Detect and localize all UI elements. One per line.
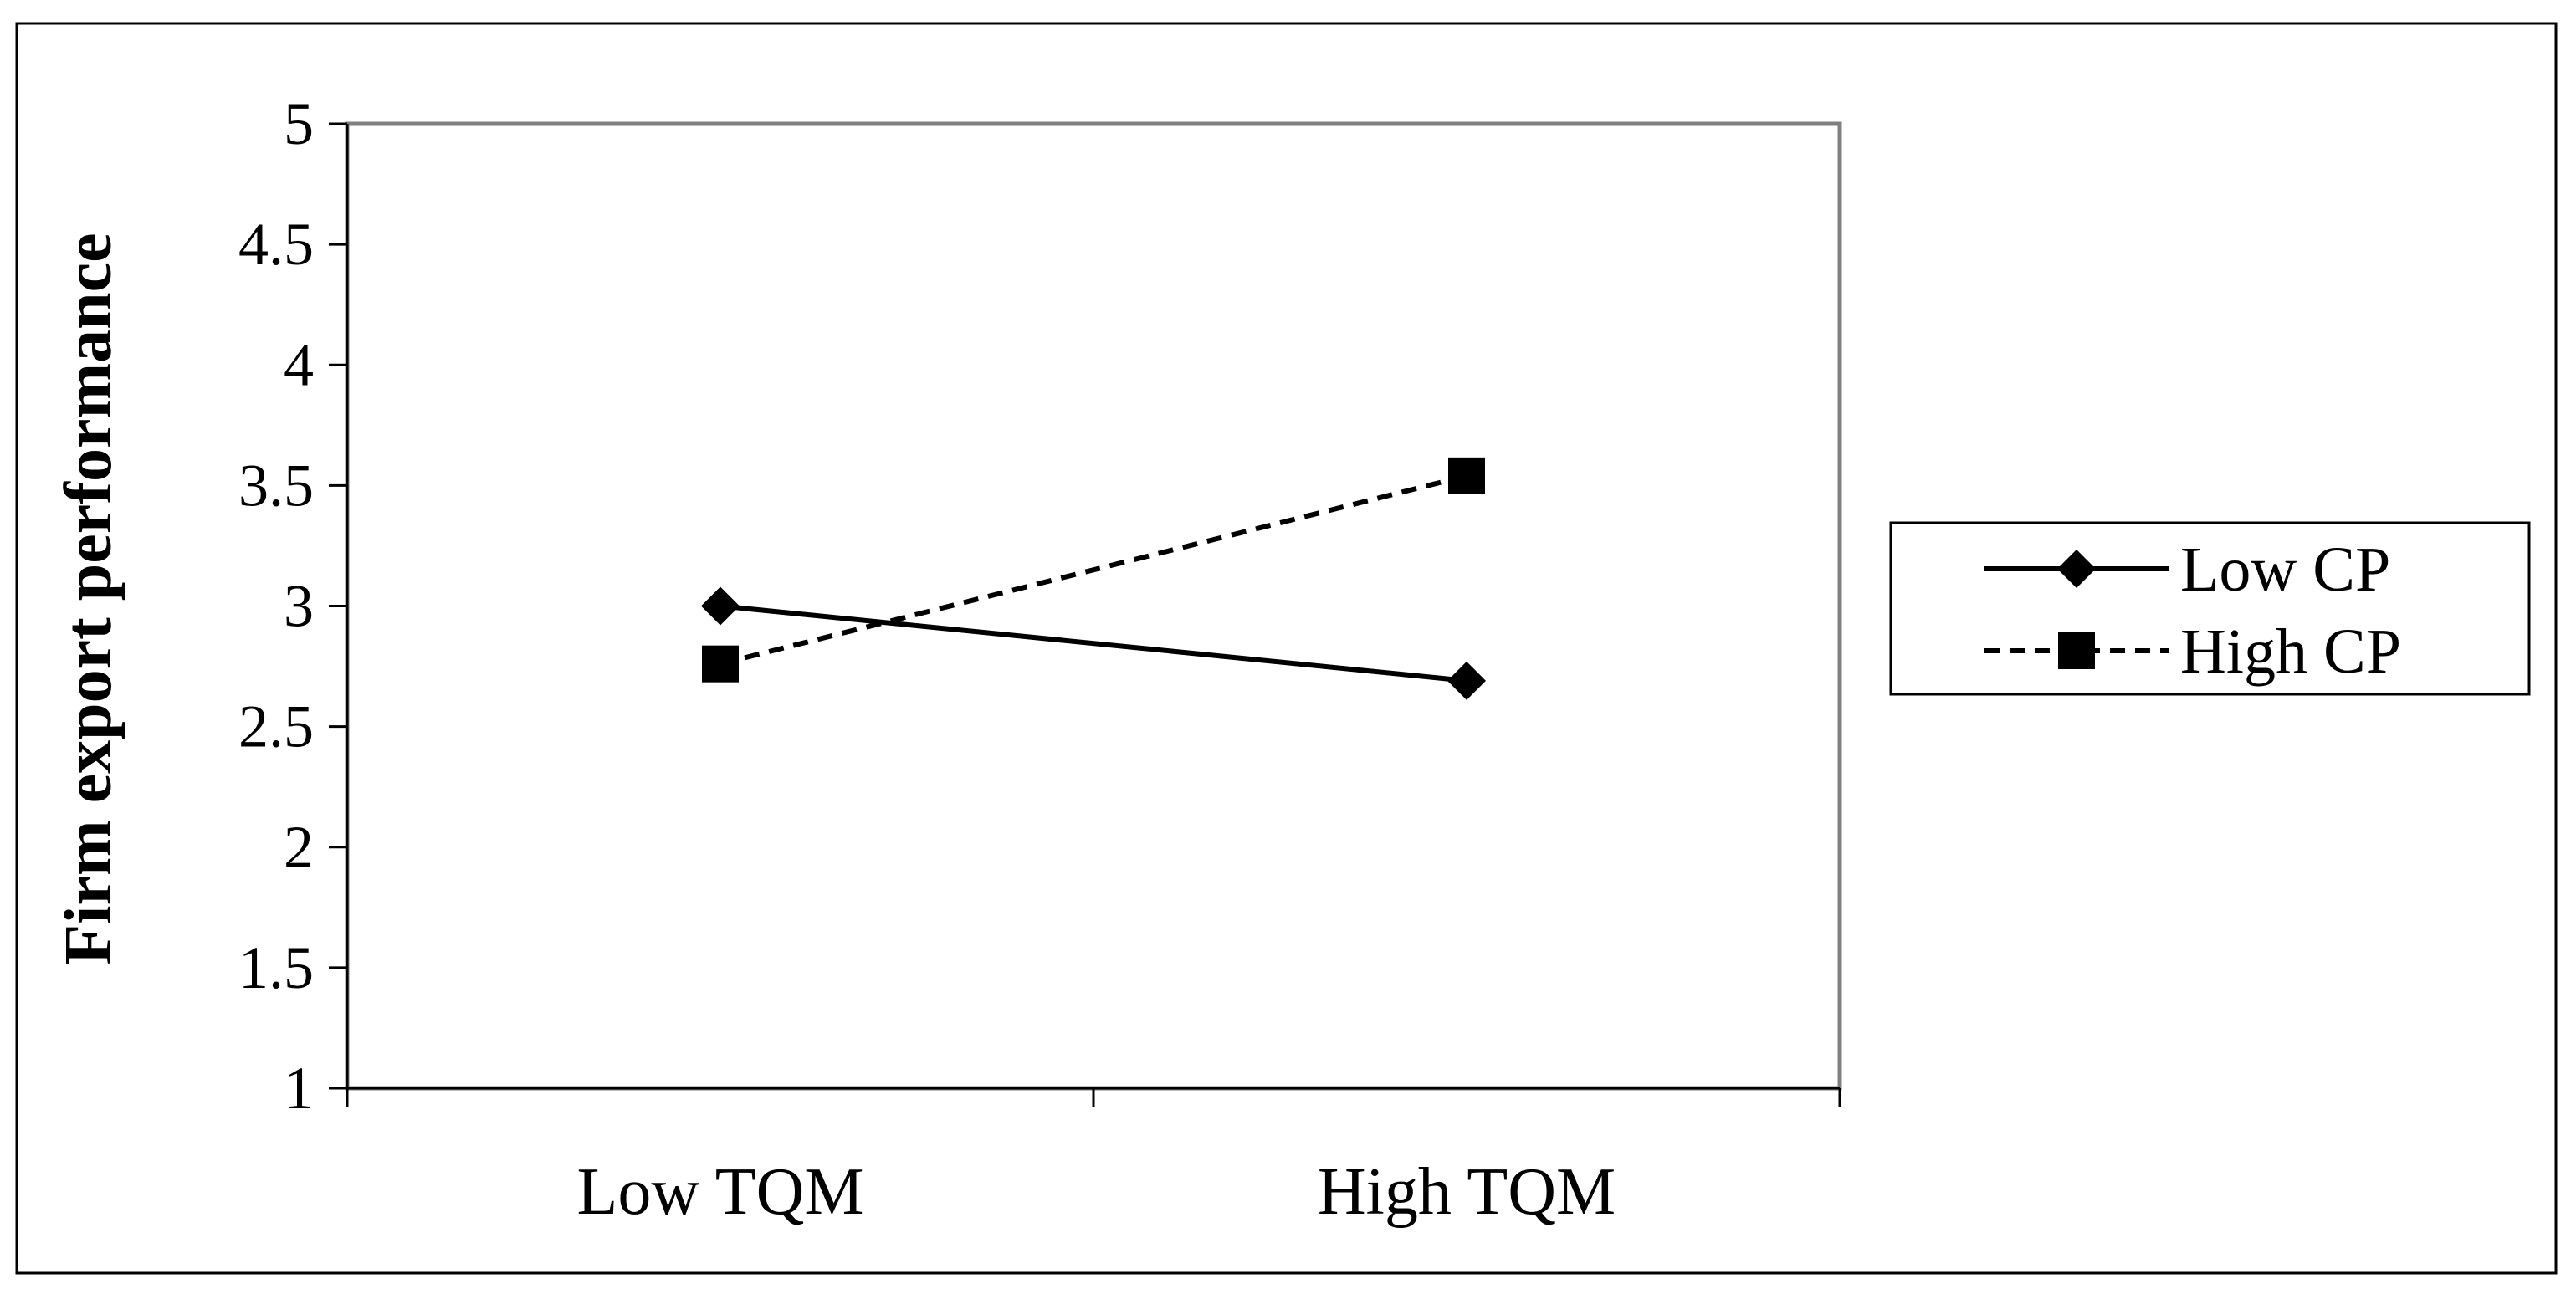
legend: Low CP High CP bbox=[1889, 521, 2531, 696]
series-layer bbox=[701, 457, 1486, 700]
y-tick-label: 4.5 bbox=[238, 211, 314, 278]
y-tick-label: 4 bbox=[284, 331, 314, 398]
y-tick-label: 3.5 bbox=[238, 452, 314, 519]
x-axis-ticks: Low TQM High TQM bbox=[346, 1088, 1841, 1229]
y-axis-ticks: 1 1.5 2 2.5 3 3.5 4 4.5 5 bbox=[238, 90, 347, 1122]
x-tick-label: High TQM bbox=[1318, 1155, 1616, 1229]
series-line-1 bbox=[720, 473, 1467, 667]
y-tick-label: 2.5 bbox=[238, 693, 314, 760]
y-tick-label: 2 bbox=[284, 814, 314, 881]
y-tick-label: 5 bbox=[284, 90, 314, 157]
data-point-marker bbox=[1447, 661, 1486, 700]
data-point-marker bbox=[1448, 457, 1485, 494]
legend-box bbox=[1889, 521, 2531, 696]
y-tick-label: 1 bbox=[284, 1055, 314, 1122]
x-tick-label: Low TQM bbox=[577, 1155, 864, 1229]
legend-marker bbox=[2057, 550, 2096, 588]
y-tick-label: 3 bbox=[284, 573, 314, 640]
plot-area bbox=[345, 121, 1842, 1091]
legend-label: High CP bbox=[2180, 616, 2401, 687]
legend-marker bbox=[2058, 632, 2095, 669]
data-point-marker bbox=[702, 645, 739, 683]
y-tick-label: 1.5 bbox=[238, 934, 314, 1001]
y-axis-label: Firm export performance bbox=[52, 233, 125, 964]
series-line-0 bbox=[720, 603, 1467, 683]
legend-label: Low CP bbox=[2180, 534, 2390, 605]
data-point-marker bbox=[701, 586, 740, 626]
